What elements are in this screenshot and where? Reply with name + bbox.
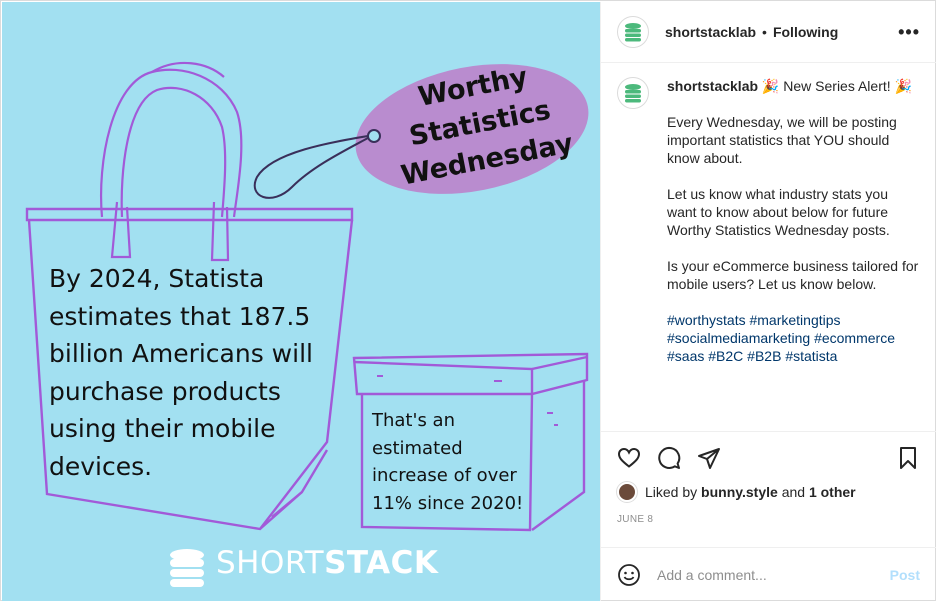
hashtag-link[interactable]: #ecommerce	[814, 330, 895, 346]
post-image[interactable]: Worthy Statistics Wednesday By 2024, Sta…	[2, 2, 600, 601]
action-bar: Liked by bunny.style and 1 other JUNE 8	[601, 431, 936, 547]
caption: shortstacklab 🎉 New Series Alert! 🎉 Ever…	[601, 63, 936, 431]
caption-body: shortstacklab 🎉 New Series Alert! 🎉 Ever…	[667, 77, 919, 431]
box-statement: That's an estimated increase of over 11%…	[372, 410, 524, 514]
brand-logo: SHORTSTACK	[168, 545, 438, 581]
likes-summary: Liked by bunny.style and 1 other	[617, 482, 920, 502]
hashtag-link[interactable]: #worthystats	[667, 312, 746, 328]
username-link[interactable]: shortstacklab	[665, 24, 757, 40]
caption-paragraph: Every Wednesday, we will be posting impo…	[667, 114, 897, 166]
hashtag-link[interactable]: #socialmediamarketing	[667, 330, 811, 346]
following-button[interactable]: Following	[772, 24, 839, 40]
post-comment-button[interactable]: Post	[889, 566, 920, 583]
separator: •	[762, 24, 767, 40]
likes-mid: and	[781, 484, 806, 500]
hashtag-link[interactable]: #saas	[667, 348, 705, 364]
bookmark-icon[interactable]	[896, 446, 920, 470]
liker-avatar[interactable]	[617, 482, 637, 502]
hashtag-link[interactable]: #B2C	[708, 348, 744, 364]
likes-others-link[interactable]: 1 other	[808, 484, 856, 500]
liker-username[interactable]: bunny.style	[701, 484, 778, 500]
shortstack-logo-icon	[625, 23, 641, 42]
hashtag-link[interactable]: #marketingtips	[749, 312, 841, 328]
illustration	[25, 61, 589, 587]
caption-intro: shortstacklab 🎉 New Series Alert! 🎉	[667, 77, 919, 95]
avatar[interactable]	[617, 16, 649, 48]
post-header: shortstacklab • Following •••	[601, 2, 936, 63]
avatar[interactable]	[617, 77, 649, 109]
caption-username[interactable]: shortstacklab	[667, 78, 759, 94]
post-sidebar: shortstacklab • Following ••• shortstack…	[600, 2, 936, 601]
caption-paragraph: Is your eCommerce business tailored for …	[667, 258, 919, 292]
emoji-icon[interactable]	[617, 563, 641, 587]
share-icon[interactable]	[697, 446, 721, 470]
caption-first-line: 🎉 New Series Alert! 🎉	[758, 78, 912, 94]
brand-wordmark: SHORTSTACK	[216, 545, 439, 581]
heart-icon[interactable]	[617, 446, 641, 470]
comment-input[interactable]	[657, 566, 867, 583]
caption-paragraph: Let us know what industry stats you want…	[667, 186, 890, 238]
hashtag-link[interactable]: #B2B	[747, 348, 782, 364]
bag-statement: By 2024, Statista estimates that 187.5 b…	[49, 264, 313, 481]
comment-icon[interactable]	[657, 446, 681, 470]
hashtag-link[interactable]: #statista	[785, 348, 838, 364]
post-date[interactable]: JUNE 8	[617, 514, 654, 525]
shortstack-logo-icon	[625, 84, 641, 103]
ellipsis-icon[interactable]: •••	[898, 21, 920, 42]
likes-prefix: Liked by	[645, 484, 698, 500]
hashtags: #worthystats #marketingtips #socialmedia…	[667, 311, 919, 365]
comment-bar: Post	[601, 547, 936, 601]
tag-shape	[355, 64, 589, 194]
